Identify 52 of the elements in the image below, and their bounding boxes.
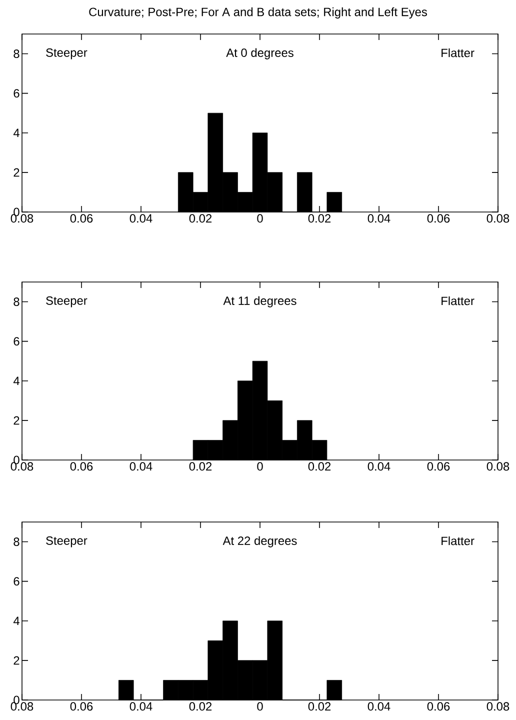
annotation: Flatter bbox=[442, 296, 474, 306]
x-tick-label: 0.04 bbox=[368, 702, 390, 711]
y-tick-label: 2 bbox=[14, 656, 20, 665]
y-tick-label: 6 bbox=[14, 577, 20, 586]
x-tick-label: 0.06 bbox=[427, 214, 450, 223]
annotation: Steeper bbox=[46, 48, 88, 60]
x-tick-label: 0.08 bbox=[486, 214, 510, 223]
x-tick-label: 0.02 bbox=[308, 702, 331, 711]
x-tick-label: 0.04 bbox=[368, 462, 390, 471]
x-tick-label: 0.08 bbox=[10, 702, 34, 711]
y-tick-label: 6 bbox=[14, 89, 20, 98]
y-tick-label: 2 bbox=[14, 416, 20, 425]
x-tick-label: 0 bbox=[257, 462, 263, 471]
annotation: Steeper bbox=[46, 536, 88, 548]
annotation: Flatter bbox=[442, 48, 474, 58]
y-tick-label: 8 bbox=[14, 538, 20, 546]
annotation: Flatter bbox=[442, 536, 474, 546]
y-tick-label: 0 bbox=[14, 456, 20, 464]
x-tick-label: 0 bbox=[257, 214, 263, 223]
x-tick-label: 0.08 bbox=[486, 462, 510, 471]
y-tick-label: 2 bbox=[14, 168, 20, 177]
annotation: Steeper bbox=[46, 296, 88, 308]
x-tick-label: 0.02 bbox=[308, 214, 331, 223]
x-tick-label: 0.02 bbox=[189, 702, 212, 711]
x-tick-label: 0.06 bbox=[427, 462, 450, 471]
y-tick-label: 4 bbox=[13, 616, 20, 625]
x-tick-label: 0.08 bbox=[10, 214, 34, 223]
x-tick-label: 0.06 bbox=[70, 214, 93, 223]
x-tick-label: 0.02 bbox=[189, 462, 212, 471]
x-tick-label: 0.06 bbox=[427, 702, 450, 711]
x-tick-label: 0.04 bbox=[130, 462, 152, 471]
x-tick-label: 0.04 bbox=[130, 702, 152, 711]
y-tick-label: 4 bbox=[13, 128, 20, 137]
text: At 22 degrees bbox=[222, 536, 297, 548]
x-tick-label: 0.02 bbox=[308, 462, 331, 471]
y-tick-label: 6 bbox=[14, 337, 20, 346]
chart-title: Curvature; Post-Pre; For A and B data sets; Right and Left Eyes bbox=[89, 7, 427, 19]
x-tick-label: 0.06 bbox=[70, 702, 93, 711]
y-tick-label: 0 bbox=[14, 208, 20, 216]
y-tick-label: 4 bbox=[13, 376, 20, 385]
x-tick-label: 0.02 bbox=[189, 214, 212, 223]
x-tick-label: 0.04 bbox=[368, 214, 390, 223]
x-tick-label: 0.08 bbox=[10, 462, 34, 471]
x-tick-label: 0.06 bbox=[70, 462, 93, 471]
x-tick-label: 0.04 bbox=[130, 214, 152, 223]
text: At 0 degrees bbox=[226, 48, 294, 60]
y-tick-label: 8 bbox=[14, 298, 20, 306]
y-tick-label: 0 bbox=[14, 696, 20, 704]
text: At 11 degrees bbox=[223, 296, 296, 308]
x-tick-label: 0.08 bbox=[486, 702, 510, 711]
y-tick-label: 8 bbox=[14, 50, 20, 58]
x-tick-label: 0 bbox=[257, 702, 263, 711]
